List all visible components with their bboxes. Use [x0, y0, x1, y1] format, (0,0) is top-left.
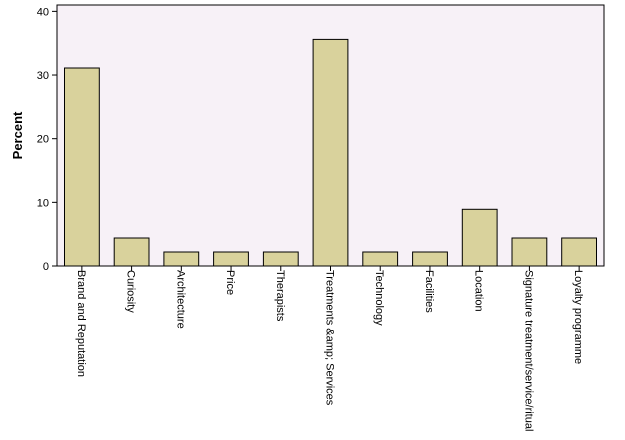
x-tick-label: Curiosity [125, 270, 137, 313]
x-axis: Brand and Reputation Curiosity Architectur… [75, 266, 584, 431]
bar-5 [312, 38, 349, 267]
x-tick-label: Signature treatment/service/ritual [522, 270, 534, 431]
y-tick-label: 40 [37, 6, 49, 18]
y-tick-label: 0 [43, 261, 49, 273]
y-tick-label: 20 [37, 134, 49, 146]
bar-9 [511, 237, 548, 267]
bar-6 [362, 251, 399, 267]
y-axis: 0 10 20 30 40 [37, 6, 57, 273]
x-tick-label: Location [473, 270, 485, 312]
bar-1 [113, 237, 150, 267]
bar-8 [461, 208, 498, 267]
x-tick-label: Treatments &amp; Services [324, 270, 336, 406]
bar-3 [213, 251, 249, 267]
bar-4 [262, 251, 299, 267]
x-tick-label: Therapists [274, 270, 286, 322]
x-tick-label: Loyalty programme [572, 270, 584, 364]
x-tick-label: Facilities [423, 270, 435, 313]
y-tick-label: 30 [37, 70, 49, 82]
x-tick-label: Brand and Reputation [75, 270, 87, 377]
x-tick-label: Architecture [174, 270, 186, 329]
bar-0 [64, 67, 100, 267]
y-axis-title: Percent [10, 111, 25, 159]
bar-7 [412, 251, 448, 267]
bars [64, 38, 598, 267]
bar-10 [561, 237, 598, 267]
bar-2 [163, 251, 200, 267]
x-tick-label: Price [224, 270, 236, 295]
y-tick-label: 10 [37, 197, 49, 209]
x-tick-label: Technology [373, 270, 385, 326]
